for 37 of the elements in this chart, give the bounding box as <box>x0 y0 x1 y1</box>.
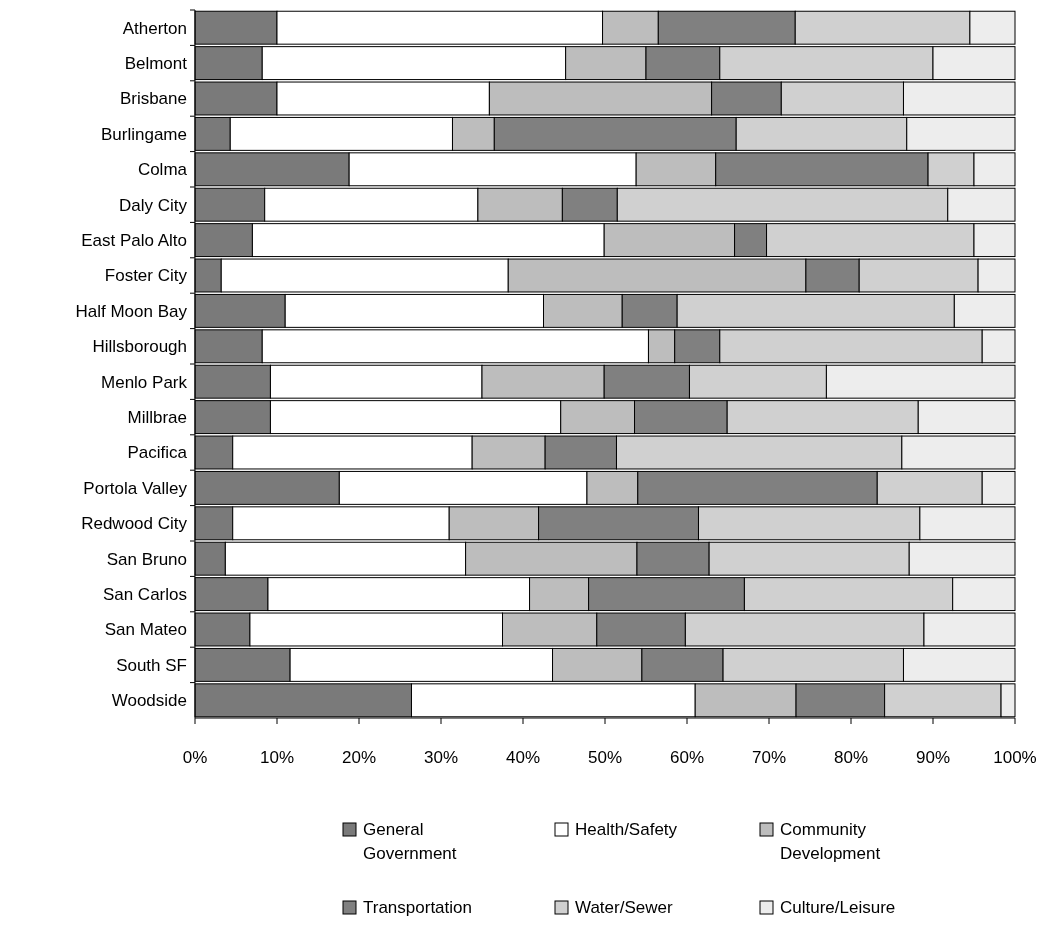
legend-label: Culture/Leisure <box>780 898 896 917</box>
x-tick-label: 0% <box>182 748 208 767</box>
y-tick-label: San Mateo <box>104 620 187 640</box>
y-tick-label: San Bruno <box>106 549 187 569</box>
legend-label: Water/Sewer <box>575 898 673 917</box>
y-tick-label: Pacifica <box>127 443 188 463</box>
y-tick-label: Menlo Park <box>101 372 188 392</box>
y-tick-label: Colma <box>137 160 188 180</box>
x-tick-label: 10% <box>259 748 295 767</box>
y-tick-label: Foster City <box>104 266 188 286</box>
x-tick-label: 80% <box>833 748 869 767</box>
y-tick-label: Hillsborough <box>92 337 187 357</box>
y-tick-label: San Carlos <box>102 585 187 605</box>
x-tick-label: 90% <box>915 748 951 767</box>
x-tick-label: 70% <box>751 748 787 767</box>
y-tick-label: Woodside <box>111 691 187 711</box>
y-tick-label: East Palo Alto <box>81 231 187 251</box>
y-tick-label: Daly City <box>118 195 188 215</box>
x-tick-label: 50% <box>587 748 623 767</box>
x-tick-label: 20% <box>341 748 377 767</box>
x-tick-label: 40% <box>505 748 541 767</box>
legend-label: Community Development <box>780 820 881 863</box>
legend-label: Health/Safety <box>575 820 678 839</box>
y-tick-label: Portola Valley <box>83 478 188 498</box>
y-tick-label: Brisbane <box>119 89 187 109</box>
x-tick-label: 60% <box>669 748 705 767</box>
y-tick-label: Half Moon Bay <box>75 301 188 321</box>
y-tick-label: Millbrae <box>127 408 187 428</box>
legend-label: Transportation <box>363 898 472 917</box>
y-tick-label: South SF <box>116 655 187 675</box>
legend-label: General Government <box>363 820 457 863</box>
y-tick-label: Belmont <box>124 54 188 74</box>
x-tick-label: 100% <box>993 748 1037 767</box>
y-tick-label: Atherton <box>122 18 187 38</box>
y-tick-label: Redwood City <box>81 514 188 534</box>
y-tick-label: Burlingame <box>101 124 187 144</box>
x-tick-label: 30% <box>423 748 459 767</box>
